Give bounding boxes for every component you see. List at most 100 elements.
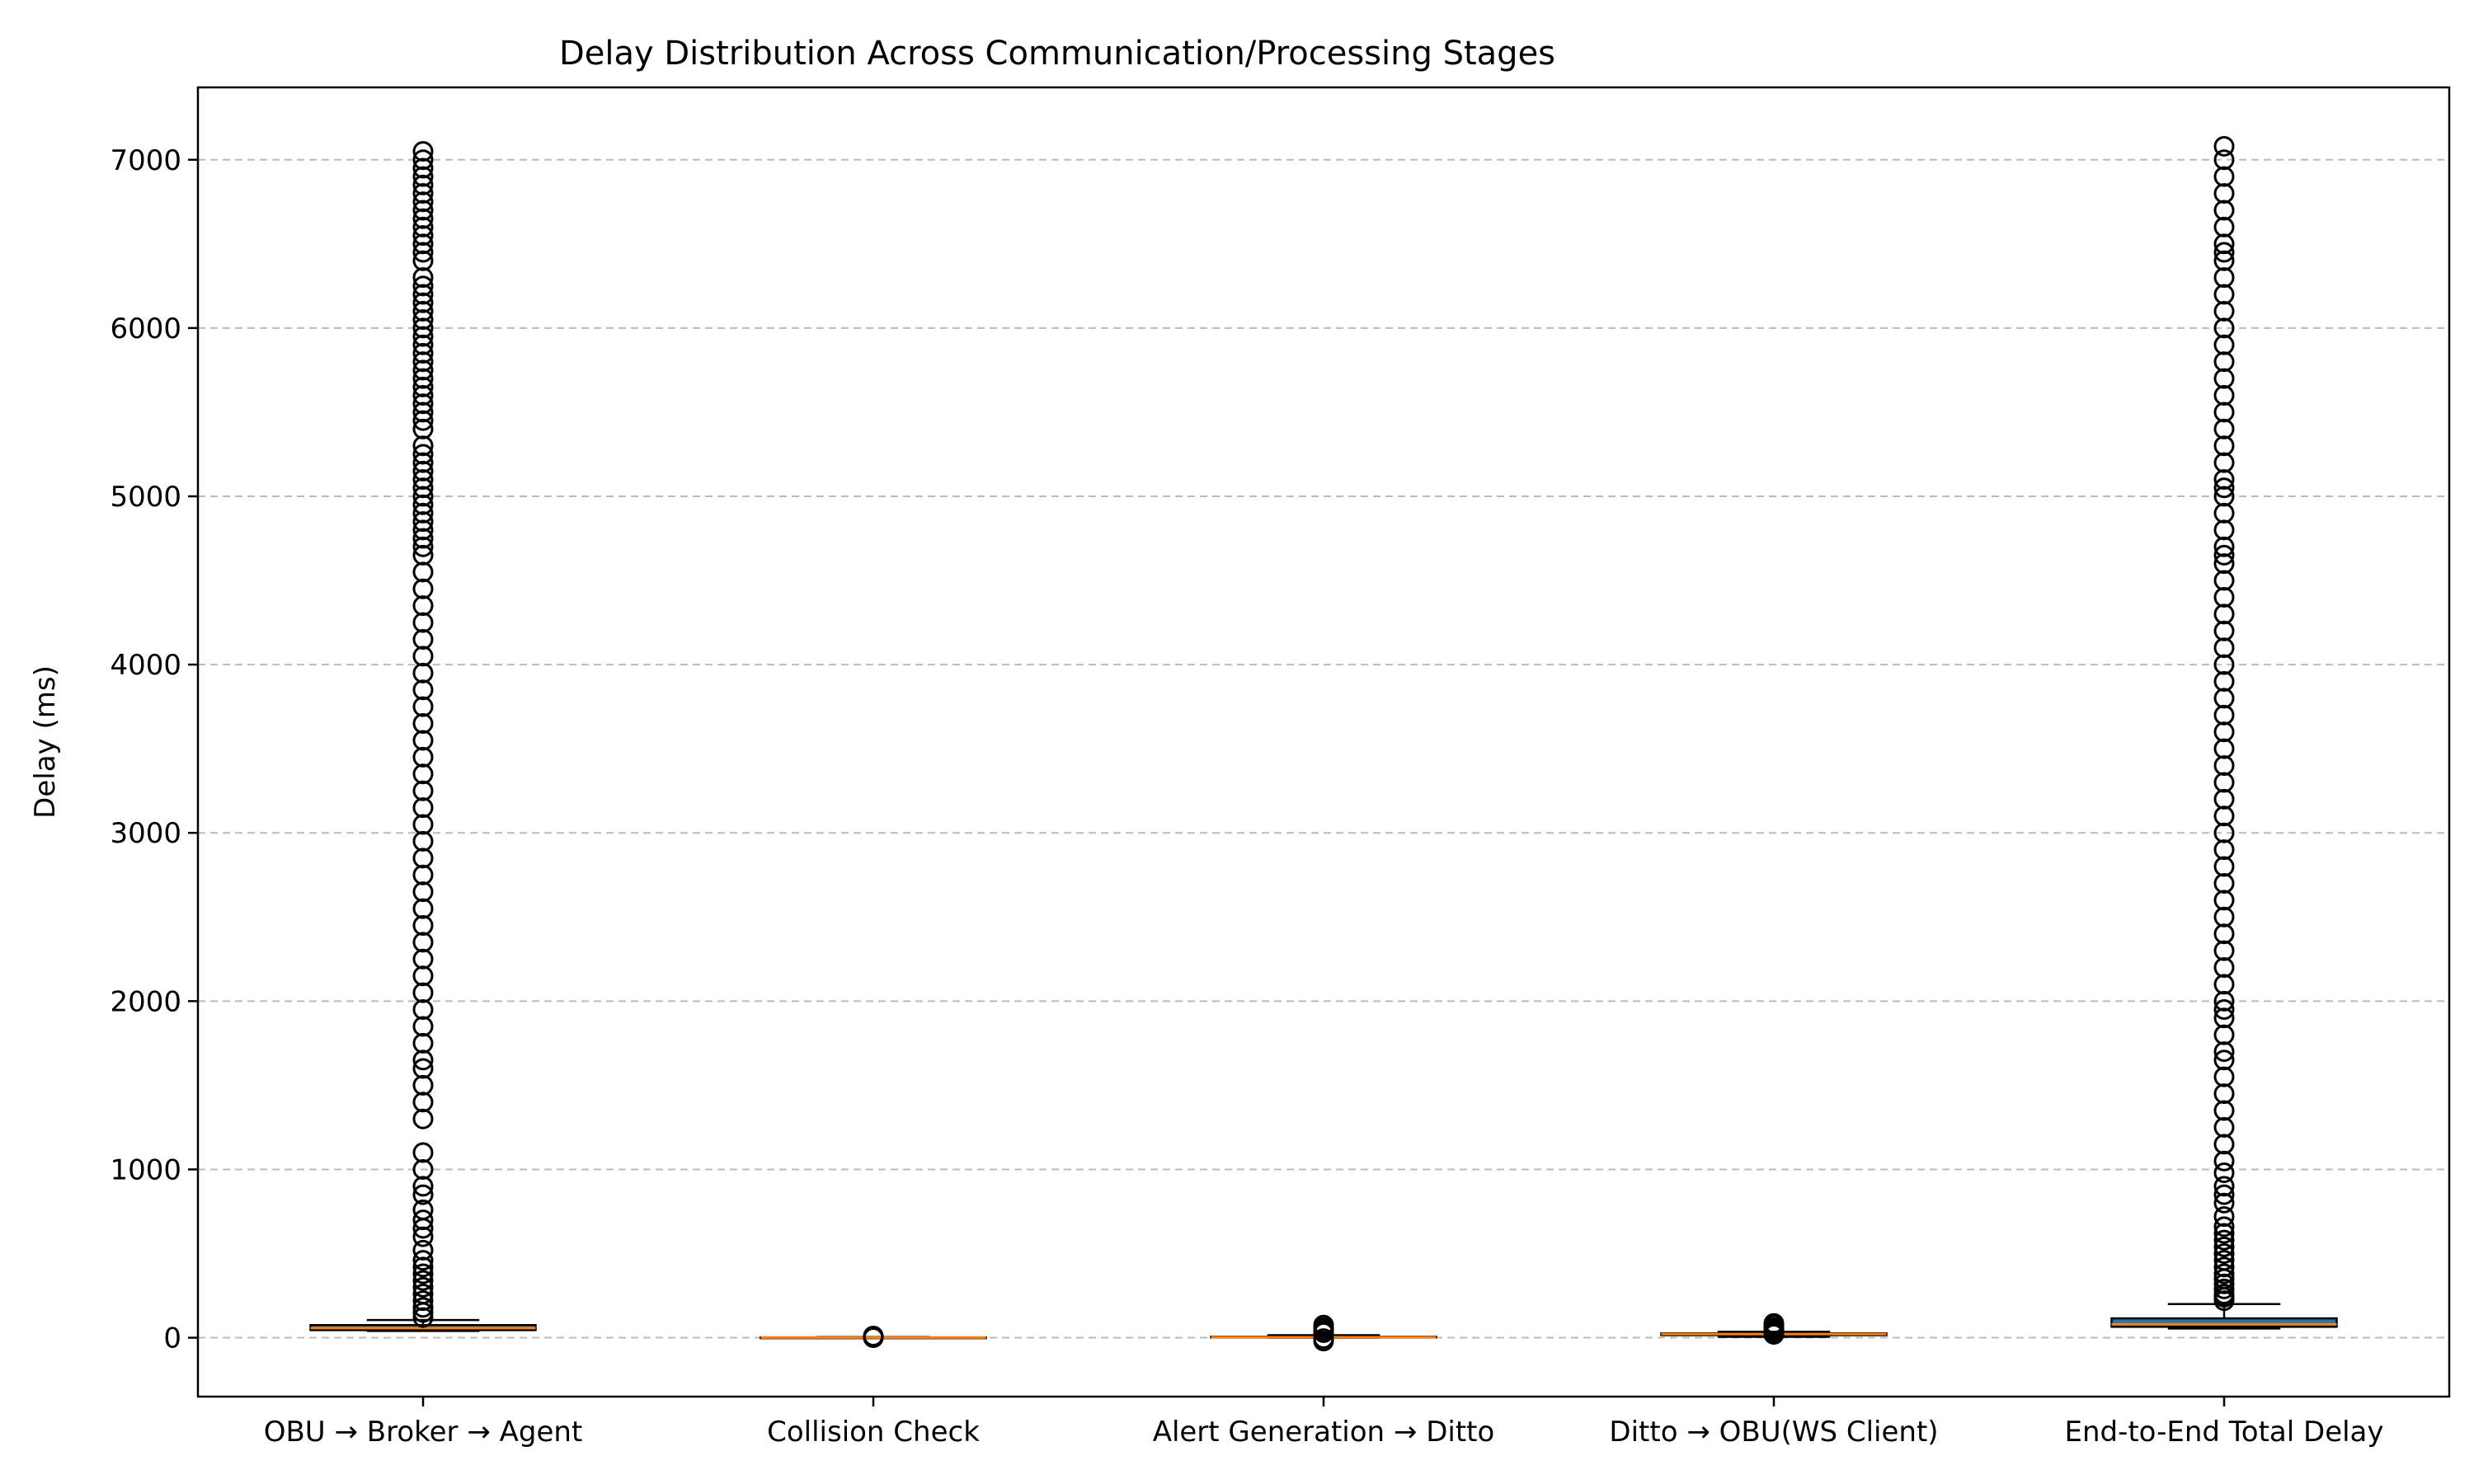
x-tick-label: Ditto → OBU(WS Client) bbox=[1609, 1416, 1938, 1449]
outlier-point bbox=[412, 216, 434, 237]
outlier-point bbox=[412, 275, 434, 297]
outlier-point bbox=[1313, 1314, 1334, 1336]
outlier-point bbox=[412, 267, 434, 289]
outlier-point bbox=[2213, 334, 2235, 355]
plot-area-frame bbox=[196, 86, 2451, 1398]
outlier-point bbox=[2213, 906, 2235, 928]
outlier-point bbox=[2213, 1116, 2235, 1138]
outlier-point bbox=[412, 284, 434, 305]
x-axis-ticks: OBU → Broker → Agent Collision Check Alert… bbox=[264, 1397, 2384, 1449]
outlier-point bbox=[412, 1209, 434, 1231]
outlier-point bbox=[412, 166, 434, 187]
outlier-point bbox=[863, 1326, 884, 1347]
outlier-point bbox=[412, 351, 434, 373]
outlier-point bbox=[412, 342, 434, 364]
outlier-point bbox=[412, 511, 434, 533]
outlier-point bbox=[412, 460, 434, 481]
outlier-point bbox=[412, 200, 434, 221]
outlier-point bbox=[2213, 856, 2235, 877]
outlier-point bbox=[2213, 957, 2235, 979]
outlier-point bbox=[412, 561, 434, 583]
outlier-point bbox=[412, 368, 434, 389]
outlier-point bbox=[412, 376, 434, 397]
outlier-point bbox=[412, 292, 434, 313]
outlier-point bbox=[412, 250, 434, 271]
outlier-point bbox=[412, 578, 434, 599]
outlier-point bbox=[412, 932, 434, 953]
gridlines bbox=[198, 158, 2449, 1339]
outlier-point bbox=[412, 965, 434, 987]
outlier-point bbox=[412, 502, 434, 524]
outlier-point bbox=[412, 300, 434, 322]
y-tick-label: 0 bbox=[163, 1322, 181, 1355]
outlier-point bbox=[2213, 166, 2235, 187]
y-tick-label: 2000 bbox=[110, 985, 181, 1018]
outlier-point bbox=[412, 999, 434, 1021]
outlier-point bbox=[2213, 435, 2235, 457]
outlier-point bbox=[412, 1142, 434, 1163]
outlier-point bbox=[2213, 385, 2235, 406]
outlier-point bbox=[412, 536, 434, 557]
outlier-point bbox=[2213, 974, 2235, 995]
outlier-point bbox=[2213, 418, 2235, 439]
outlier-point bbox=[412, 595, 434, 617]
outlier-point bbox=[412, 1276, 434, 1298]
outlier-point bbox=[412, 435, 434, 457]
outlier-point bbox=[412, 1270, 434, 1291]
outlier-point bbox=[412, 326, 434, 347]
outlier-point bbox=[2213, 1278, 2235, 1299]
outlier-point bbox=[2213, 477, 2235, 499]
outlier-point bbox=[412, 1184, 434, 1205]
outlier-point bbox=[412, 1050, 434, 1071]
outlier-point bbox=[412, 1108, 434, 1129]
outlier-point bbox=[2213, 1050, 2235, 1071]
outlier-point bbox=[412, 444, 434, 465]
outlier-point bbox=[412, 402, 434, 423]
outlier-point bbox=[2213, 486, 2235, 507]
outlier-point bbox=[412, 948, 434, 970]
outlier-point bbox=[2213, 1283, 2235, 1304]
outlier-point bbox=[2213, 1206, 2235, 1228]
outlier-point bbox=[2213, 1192, 2235, 1214]
outlier-point bbox=[412, 746, 434, 768]
outlier-point bbox=[412, 225, 434, 247]
outlier-point bbox=[412, 1058, 434, 1079]
outlier-point bbox=[2213, 402, 2235, 423]
outlier-point bbox=[412, 914, 434, 936]
outlier-point bbox=[2213, 1273, 2235, 1294]
outlier-point bbox=[2213, 250, 2235, 271]
outlier-point bbox=[412, 1297, 434, 1318]
y-tick-label: 1000 bbox=[110, 1153, 181, 1186]
outlier-point bbox=[2213, 216, 2235, 237]
y-tick-label: 6000 bbox=[110, 312, 181, 345]
outlier-point bbox=[412, 359, 434, 381]
outlier-point bbox=[412, 183, 434, 204]
outlier-point bbox=[2213, 1024, 2235, 1045]
outlier-point bbox=[412, 1176, 434, 1197]
outlier-point bbox=[2213, 1083, 2235, 1105]
outlier-point bbox=[412, 519, 434, 541]
outlier-point bbox=[2213, 1250, 2235, 1271]
outlier-point bbox=[2213, 1216, 2235, 1237]
outlier-point bbox=[412, 410, 434, 431]
outlier-point bbox=[2213, 1236, 2235, 1257]
y-tick-label: 4000 bbox=[110, 649, 181, 682]
y-tick-label: 3000 bbox=[110, 817, 181, 850]
outlier-point bbox=[412, 334, 434, 355]
outlier-point bbox=[2213, 788, 2235, 810]
outlier-point bbox=[2213, 822, 2235, 843]
outlier-point bbox=[412, 763, 434, 785]
outlier-point bbox=[412, 242, 434, 263]
outlier-point bbox=[412, 1290, 434, 1312]
outlier-point bbox=[412, 544, 434, 566]
outlier-point bbox=[412, 174, 434, 195]
outlier-point bbox=[412, 628, 434, 650]
box-group bbox=[2110, 1303, 2338, 1330]
outlier-point bbox=[412, 494, 434, 515]
iqr-box bbox=[2110, 1317, 2338, 1328]
outlier-point bbox=[412, 528, 434, 549]
outlier-point bbox=[412, 662, 434, 683]
outlier-point bbox=[2213, 620, 2235, 641]
outlier-point bbox=[2213, 135, 2235, 157]
